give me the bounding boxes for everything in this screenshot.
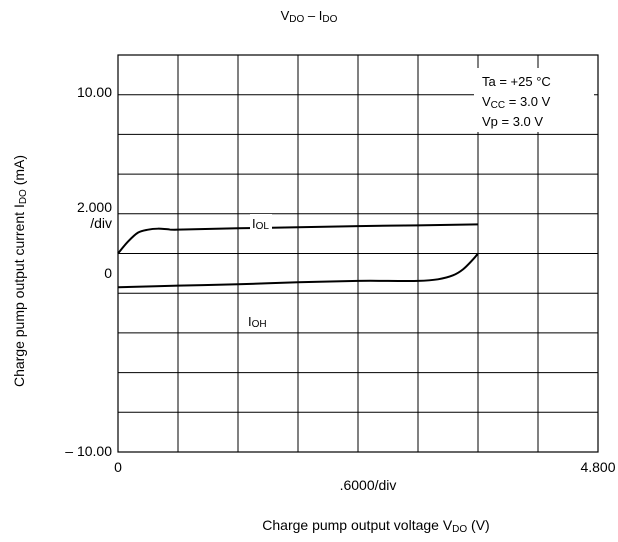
y-tick-div-value: 2.000 <box>77 199 112 215</box>
chart-title: VDO – IDO <box>281 8 338 25</box>
series-label-iol: IOL <box>252 216 269 232</box>
x-tick-max: 4.800 <box>580 459 615 475</box>
y-tick-div-unit: /div <box>90 215 112 231</box>
conditions-box: Ta = +25 °C VCC = 3.0 V Vp = 3.0 V <box>474 68 594 132</box>
series-group <box>117 223 479 289</box>
condition-vp: Vp = 3.0 V <box>482 114 543 129</box>
conditions-box-background <box>474 68 594 132</box>
condition-vcc: VCC = 3.0 V <box>482 94 551 111</box>
iol-label-background <box>250 214 272 232</box>
x-axis-label: Charge pump output voltage VDO (V) <box>262 517 489 535</box>
y-tick-min: – 10.00 <box>65 443 112 459</box>
y-tick-max: 10.00 <box>77 84 112 100</box>
condition-ta: Ta = +25 °C <box>482 74 551 89</box>
y-axis-label: Charge pump output current IDO (mA) <box>11 155 29 387</box>
grid <box>117 54 599 453</box>
y-tick-zero: 0 <box>104 265 112 281</box>
ioh-label-background <box>246 312 270 330</box>
x-tick-div: .6000/div <box>340 477 397 493</box>
series-line-iol <box>117 223 479 255</box>
series-line-ioh <box>117 252 479 289</box>
x-tick-min: 0 <box>114 459 122 475</box>
series-label-ioh: IOH <box>248 314 267 330</box>
